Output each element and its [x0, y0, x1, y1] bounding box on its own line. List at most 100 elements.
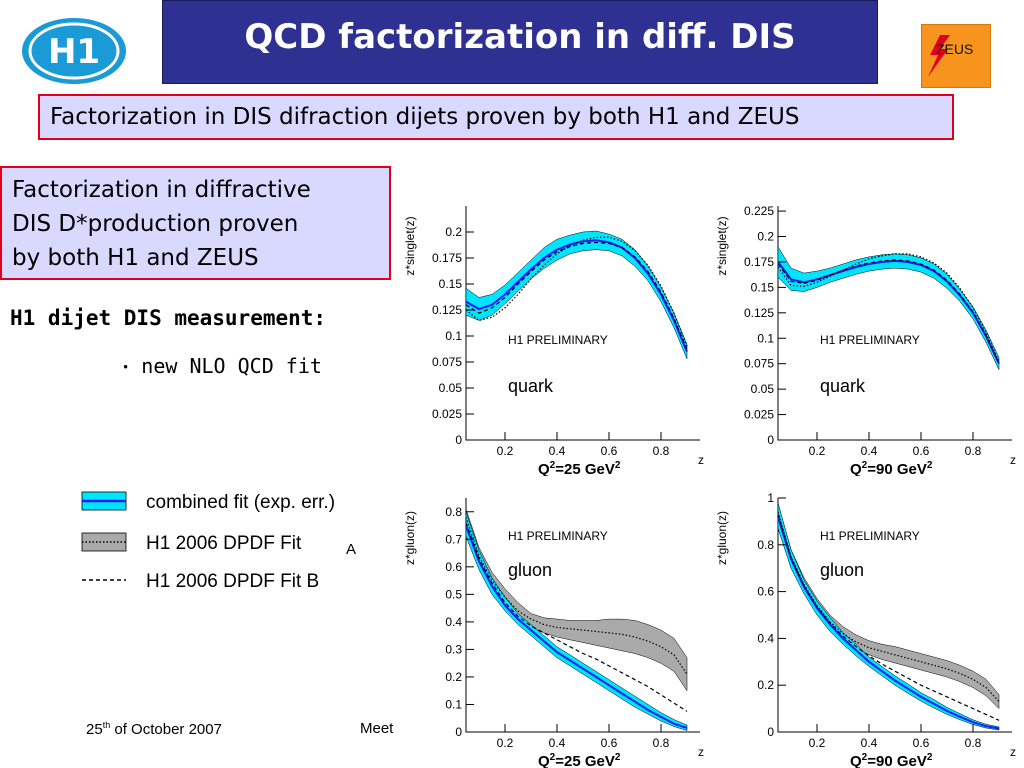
footer-date-rest: of October 2007 — [110, 721, 222, 738]
legend-label-combined: combined fit (exp. err.) — [146, 492, 335, 513]
combined-band — [465, 511, 688, 731]
combined-band — [777, 245, 1000, 370]
legend-graphic: combined fit (exp. err.) H1 2006 DPDF Fi… — [81, 491, 356, 592]
y-tick-label: 0.2 — [445, 670, 462, 684]
y-tick-label: 0 — [767, 725, 774, 739]
chart-gluon-q2-90: 0 0.2 0.4 0.6 0.8 1 0.2 0.4 0.6 0.8 z*gluon(z) z H1 … — [712, 488, 1022, 768]
box2-line-3: by both H1 and ZEUS — [12, 245, 259, 271]
box2-line-2: DIS D*production proven — [12, 211, 299, 237]
x-tick-label: 0.4 — [549, 736, 566, 750]
y-tick-label: 0.05 — [751, 382, 775, 396]
y-tick-label: 0.1 — [757, 331, 774, 345]
y-tick-label: 0 — [455, 433, 462, 447]
x-tick-label: 0.4 — [861, 736, 878, 750]
box2-line-1: Factorization in diffractive — [12, 177, 311, 203]
x-tick-label: 0.8 — [653, 444, 670, 458]
x-axis-label: z — [698, 745, 704, 759]
chart-svg: 0 0.1 0.2 0.3 0.4 0.5 0.6 0.7 0.8 0.2 0.4 0.6 0.8 z*g… — [403, 498, 704, 768]
y-tick-label: 0.075 — [432, 355, 462, 369]
series-line-combined — [777, 516, 1000, 730]
y-tick-label: 0.175 — [744, 255, 774, 269]
q2-label: Q2=25 GeV2 — [538, 752, 621, 768]
series-line-fit-b — [777, 514, 1000, 721]
zeus-logo: ZEUS — [921, 24, 991, 88]
y-tick-label: 0.3 — [445, 642, 462, 656]
q2-label: Q2=25 GeV2 — [538, 460, 621, 476]
x-axis-label: z — [1010, 453, 1016, 467]
y-tick-label: 0 — [455, 725, 462, 739]
y-tick-label: 1 — [767, 491, 774, 505]
legend-label-fit-a: H1 2006 DPDF Fit — [146, 533, 302, 554]
y-tick-label: 0.225 — [744, 204, 774, 218]
x-tick-label: 0.4 — [861, 444, 878, 458]
zeus-logo-text: ZEUS — [936, 41, 974, 57]
series-line-fit-a — [465, 517, 688, 675]
x-tick-label: 0.8 — [965, 444, 982, 458]
x-tick-label: 0.6 — [601, 444, 618, 458]
footer-date-day: 25 — [86, 721, 103, 738]
y-tick-label: 0.2 — [757, 230, 774, 244]
x-tick-label: 0.2 — [497, 736, 514, 750]
page-title: QCD factorization in diff. DIS — [162, 0, 878, 84]
footer-date: 25th of October 2007 — [86, 720, 222, 738]
dijet-factorization-box: Factorization in DIS difraction dijets p… — [38, 94, 954, 140]
series-line-fit-b — [465, 522, 688, 712]
x-tick-label: 0.8 — [653, 736, 670, 750]
series-line-fit-a — [777, 511, 1000, 703]
preliminary-label: H1 PRELIMINARY — [508, 529, 608, 543]
y-tick-label: 0.7 — [445, 532, 462, 546]
chart-quark-q2-90: 0 0.025 0.05 0.075 0.1 0.125 0.15 0.175 0.2 0.225… — [712, 196, 1022, 476]
y-tick-label: 0.1 — [445, 329, 462, 343]
q2-label: Q2=90 GeV2 — [850, 752, 933, 768]
footer-date-sup: th — [102, 720, 111, 730]
parton-label: gluon — [508, 560, 552, 580]
footer-meeting: Meet — [360, 720, 394, 737]
y-tick-label: 0.4 — [445, 615, 462, 629]
bullet-item: • new NLO QCD fit — [122, 354, 322, 378]
y-tick-label: 0.05 — [439, 381, 463, 395]
preliminary-label: H1 PRELIMINARY — [820, 529, 920, 543]
x-tick-label: 0.8 — [965, 736, 982, 750]
y-axis-label: z*gluon(z) — [403, 511, 417, 565]
y-tick-label: 0.2 — [757, 678, 774, 692]
x-tick-label: 0.6 — [913, 444, 930, 458]
chart-quark-q2-25: 0 0.025 0.05 0.075 0.1 0.125 0.15 0.175 0.2 0.2 0.… — [400, 196, 710, 476]
chart-svg: 0 0.2 0.4 0.6 0.8 1 0.2 0.4 0.6 0.8 z*gluon(z) z H1 … — [715, 491, 1016, 768]
y-tick-label: 0.6 — [757, 585, 774, 599]
chart-gluon-q2-25: 0 0.1 0.2 0.3 0.4 0.5 0.6 0.7 0.8 0.2 0.4 0.6 0.8 z*g… — [400, 488, 710, 768]
y-tick-label: 0.6 — [445, 560, 462, 574]
x-tick-label: 0.6 — [601, 736, 618, 750]
y-tick-label: 0.025 — [432, 407, 462, 421]
y-axis-label: z*singlet(z) — [715, 216, 729, 275]
parton-label: quark — [508, 376, 554, 396]
x-tick-label: 0.2 — [497, 444, 514, 458]
h1-logo: H1 — [20, 16, 128, 86]
y-tick-label: 0.15 — [751, 280, 775, 294]
combined-band — [777, 502, 1000, 731]
series-line-combined — [465, 525, 688, 729]
series-line-fit-a — [777, 253, 1000, 362]
series-line-fit-b — [777, 259, 1000, 364]
y-tick-label: 0.1 — [445, 697, 462, 711]
y-tick-label: 0.075 — [744, 357, 774, 371]
x-tick-label: 0.6 — [913, 736, 930, 750]
x-tick-label: 0.4 — [549, 444, 566, 458]
y-tick-label: 0.5 — [445, 587, 462, 601]
y-tick-label: 0.125 — [744, 306, 774, 320]
y-tick-label: 0.8 — [445, 505, 462, 519]
parton-label: quark — [820, 376, 866, 396]
legend-label-fit-b: H1 2006 DPDF Fit B — [146, 571, 319, 592]
y-tick-label: 0.125 — [432, 303, 462, 317]
y-tick-label: 0.2 — [445, 225, 462, 239]
series-line-fit-a — [465, 236, 688, 347]
preliminary-label: H1 PRELIMINARY — [508, 333, 608, 347]
y-tick-label: 0.4 — [757, 631, 774, 645]
y-tick-label: 0.8 — [757, 538, 774, 552]
dstar-factorization-box: Factorization in diffractive DIS D*produ… — [0, 166, 391, 280]
h1-logo-graphic: H1 — [22, 18, 126, 84]
y-tick-label: 0 — [767, 433, 774, 447]
series-line-fit-b — [465, 241, 688, 350]
x-tick-label: 0.2 — [809, 736, 826, 750]
dijet-heading: H1 dijet DIS measurement: — [10, 306, 327, 330]
y-axis-label: z*singlet(z) — [403, 216, 417, 275]
